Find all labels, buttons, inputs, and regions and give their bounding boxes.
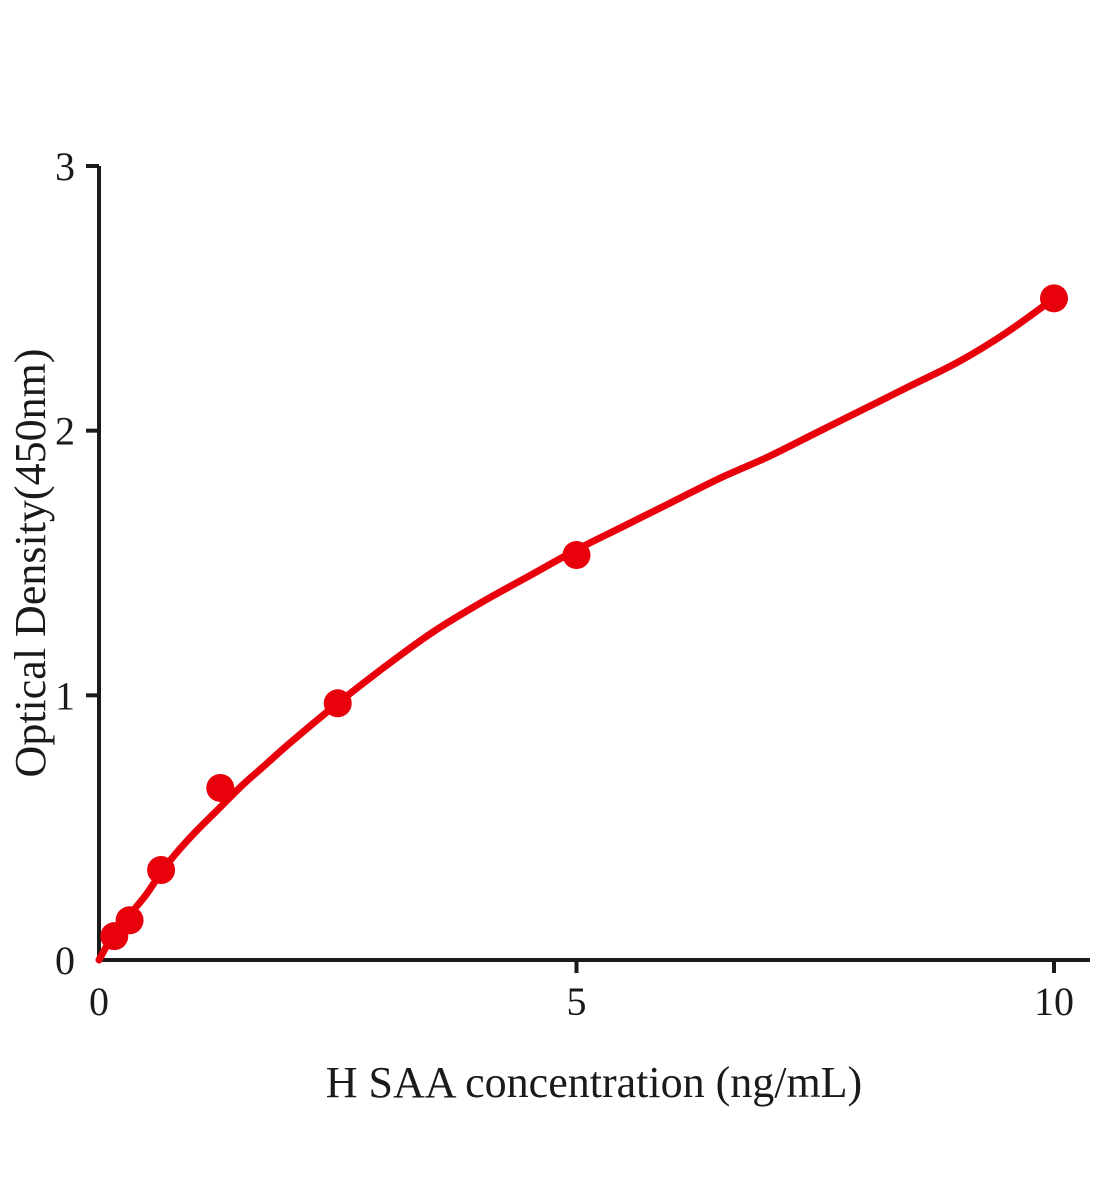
data-point <box>206 773 235 802</box>
y-tick-label: 0 <box>55 938 75 983</box>
y-tick-label: 3 <box>55 144 75 189</box>
data-point <box>1040 284 1068 313</box>
x-tick-label: 5 <box>567 979 587 1024</box>
y-tick-label: 2 <box>55 409 75 454</box>
y-axis-ticks <box>86 163 99 698</box>
fit-curve <box>95 294 1058 964</box>
x-axis-ticks <box>574 960 1056 973</box>
x-tick-label: 0 <box>89 979 109 1024</box>
y-tick-label: 1 <box>55 673 75 718</box>
data-point <box>115 906 144 935</box>
y-axis-title: Optical Density(450nm) <box>6 349 55 778</box>
y-axis-tick-labels: 0 1 2 3 <box>55 144 75 983</box>
data-point <box>562 541 591 570</box>
data-point <box>323 689 352 718</box>
data-point <box>147 856 176 885</box>
x-axis-tick-labels: 0 5 10 <box>89 979 1074 1024</box>
x-tick-label: 10 <box>1034 979 1074 1024</box>
x-axis-title: H SAA concentration (ng/mL) <box>326 1058 862 1107</box>
data-point-group <box>100 284 1068 951</box>
